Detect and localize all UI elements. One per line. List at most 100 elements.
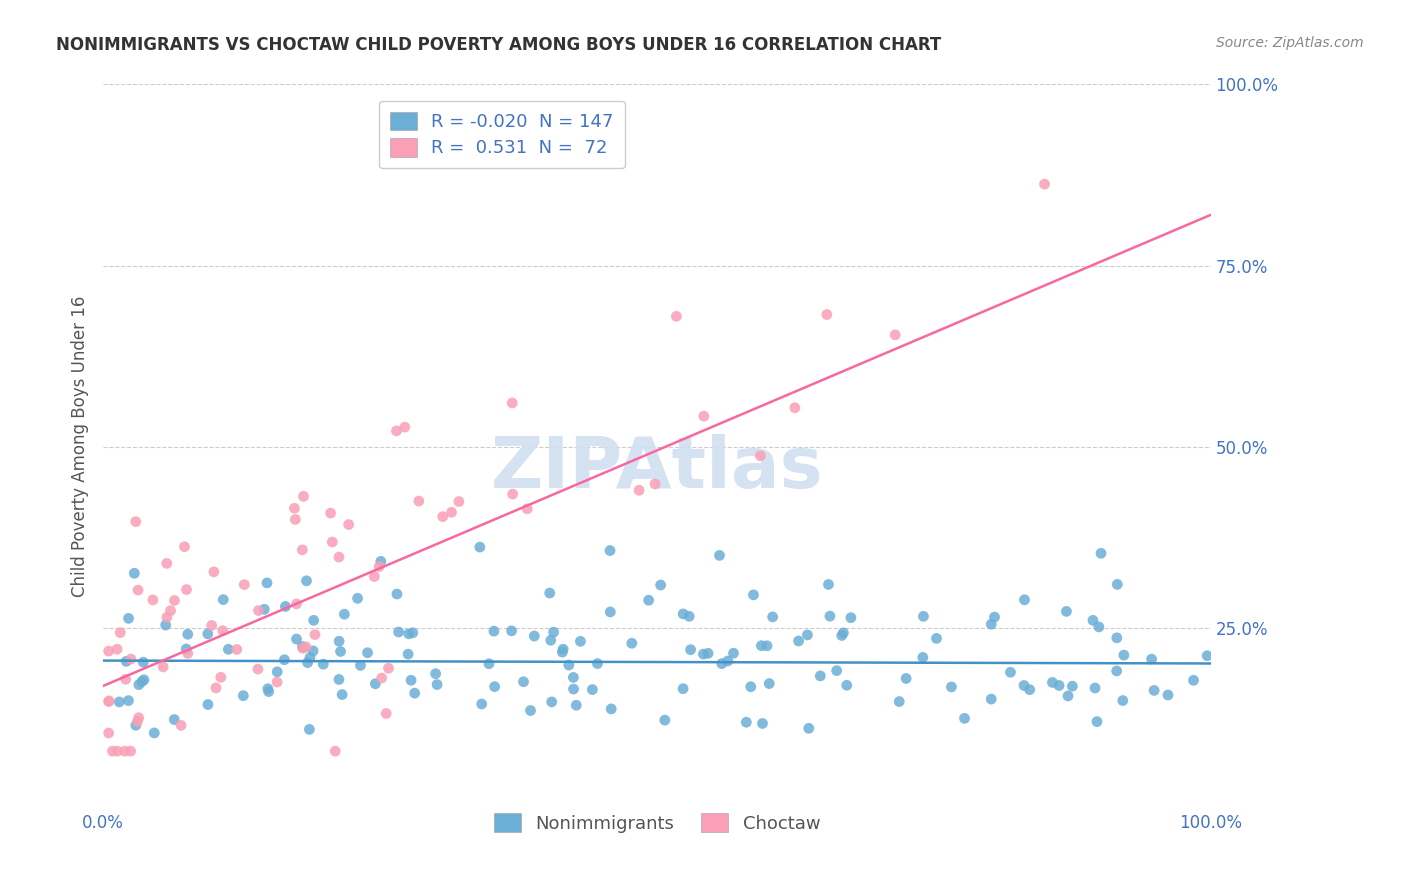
Point [1062, 679, 1084, 693]
Point [1000, 665, 1022, 680]
Point [312, 657, 335, 672]
Point [323, 744, 346, 758]
Point [543, 625, 565, 640]
Point [209, 670, 232, 684]
Point [796, 628, 818, 642]
Point [783, 401, 806, 415]
Point [825, 664, 848, 678]
Point [388, 625, 411, 640]
Point [758, 676, 780, 690]
Point [110, 625, 132, 640]
Point [551, 645, 574, 659]
Point [163, 713, 186, 727]
Point [558, 658, 581, 673]
Point [839, 610, 862, 624]
Point [364, 677, 387, 691]
Point [1090, 546, 1112, 560]
Point [553, 642, 575, 657]
Point [131, 674, 153, 689]
Point [304, 627, 326, 641]
Point [225, 642, 247, 657]
Point [385, 587, 408, 601]
Point [1085, 714, 1108, 729]
Point [197, 627, 219, 641]
Point [523, 629, 546, 643]
Point [538, 586, 561, 600]
Point [298, 723, 321, 737]
Point [97, 644, 120, 658]
Text: Source: ZipAtlas.com: Source: ZipAtlas.com [1216, 36, 1364, 50]
Point [97, 694, 120, 708]
Point [370, 554, 392, 568]
Point [117, 611, 139, 625]
Point [692, 647, 714, 661]
Point [468, 540, 491, 554]
Point [142, 593, 165, 607]
Point [519, 704, 541, 718]
Point [447, 494, 470, 508]
Point [665, 310, 688, 324]
Point [127, 714, 149, 729]
Point [637, 593, 659, 607]
Point [1197, 648, 1219, 663]
Point [1054, 604, 1077, 618]
Point [170, 718, 193, 732]
Point [1088, 620, 1111, 634]
Point [941, 680, 963, 694]
Point [540, 695, 562, 709]
Point [679, 642, 702, 657]
Point [408, 494, 430, 508]
Point [174, 642, 197, 657]
Point [586, 657, 609, 671]
Point [330, 688, 353, 702]
Legend: Nonimmigrants, Choctaw: Nonimmigrants, Choctaw [482, 803, 831, 844]
Point [266, 675, 288, 690]
Point [818, 609, 841, 624]
Point [285, 597, 308, 611]
Point [346, 591, 368, 606]
Point [502, 487, 524, 501]
Point [835, 678, 858, 692]
Point [756, 639, 779, 653]
Point [156, 557, 179, 571]
Point [108, 695, 131, 709]
Point [284, 512, 307, 526]
Point [432, 509, 454, 524]
Point [569, 634, 592, 648]
Point [176, 582, 198, 597]
Point [363, 569, 385, 583]
Point [516, 501, 538, 516]
Point [402, 625, 425, 640]
Point [152, 660, 174, 674]
Point [128, 678, 150, 692]
Point [385, 424, 408, 438]
Point [1112, 648, 1135, 662]
Point [426, 677, 449, 691]
Point [298, 650, 321, 665]
Point [953, 711, 976, 725]
Point [628, 483, 651, 498]
Point [808, 669, 831, 683]
Point [163, 593, 186, 607]
Point [398, 627, 420, 641]
Point [581, 682, 603, 697]
Point [120, 652, 142, 666]
Point [328, 673, 350, 687]
Point [128, 711, 150, 725]
Point [295, 640, 318, 654]
Point [132, 673, 155, 687]
Point [105, 642, 128, 657]
Point [132, 655, 155, 669]
Point [159, 604, 181, 618]
Point [723, 646, 745, 660]
Point [693, 409, 716, 424]
Point [709, 549, 731, 563]
Point [980, 692, 1002, 706]
Point [201, 618, 224, 632]
Point [333, 607, 356, 622]
Point [599, 543, 621, 558]
Point [425, 666, 447, 681]
Point [440, 505, 463, 519]
Point [124, 566, 146, 581]
Point [291, 641, 314, 656]
